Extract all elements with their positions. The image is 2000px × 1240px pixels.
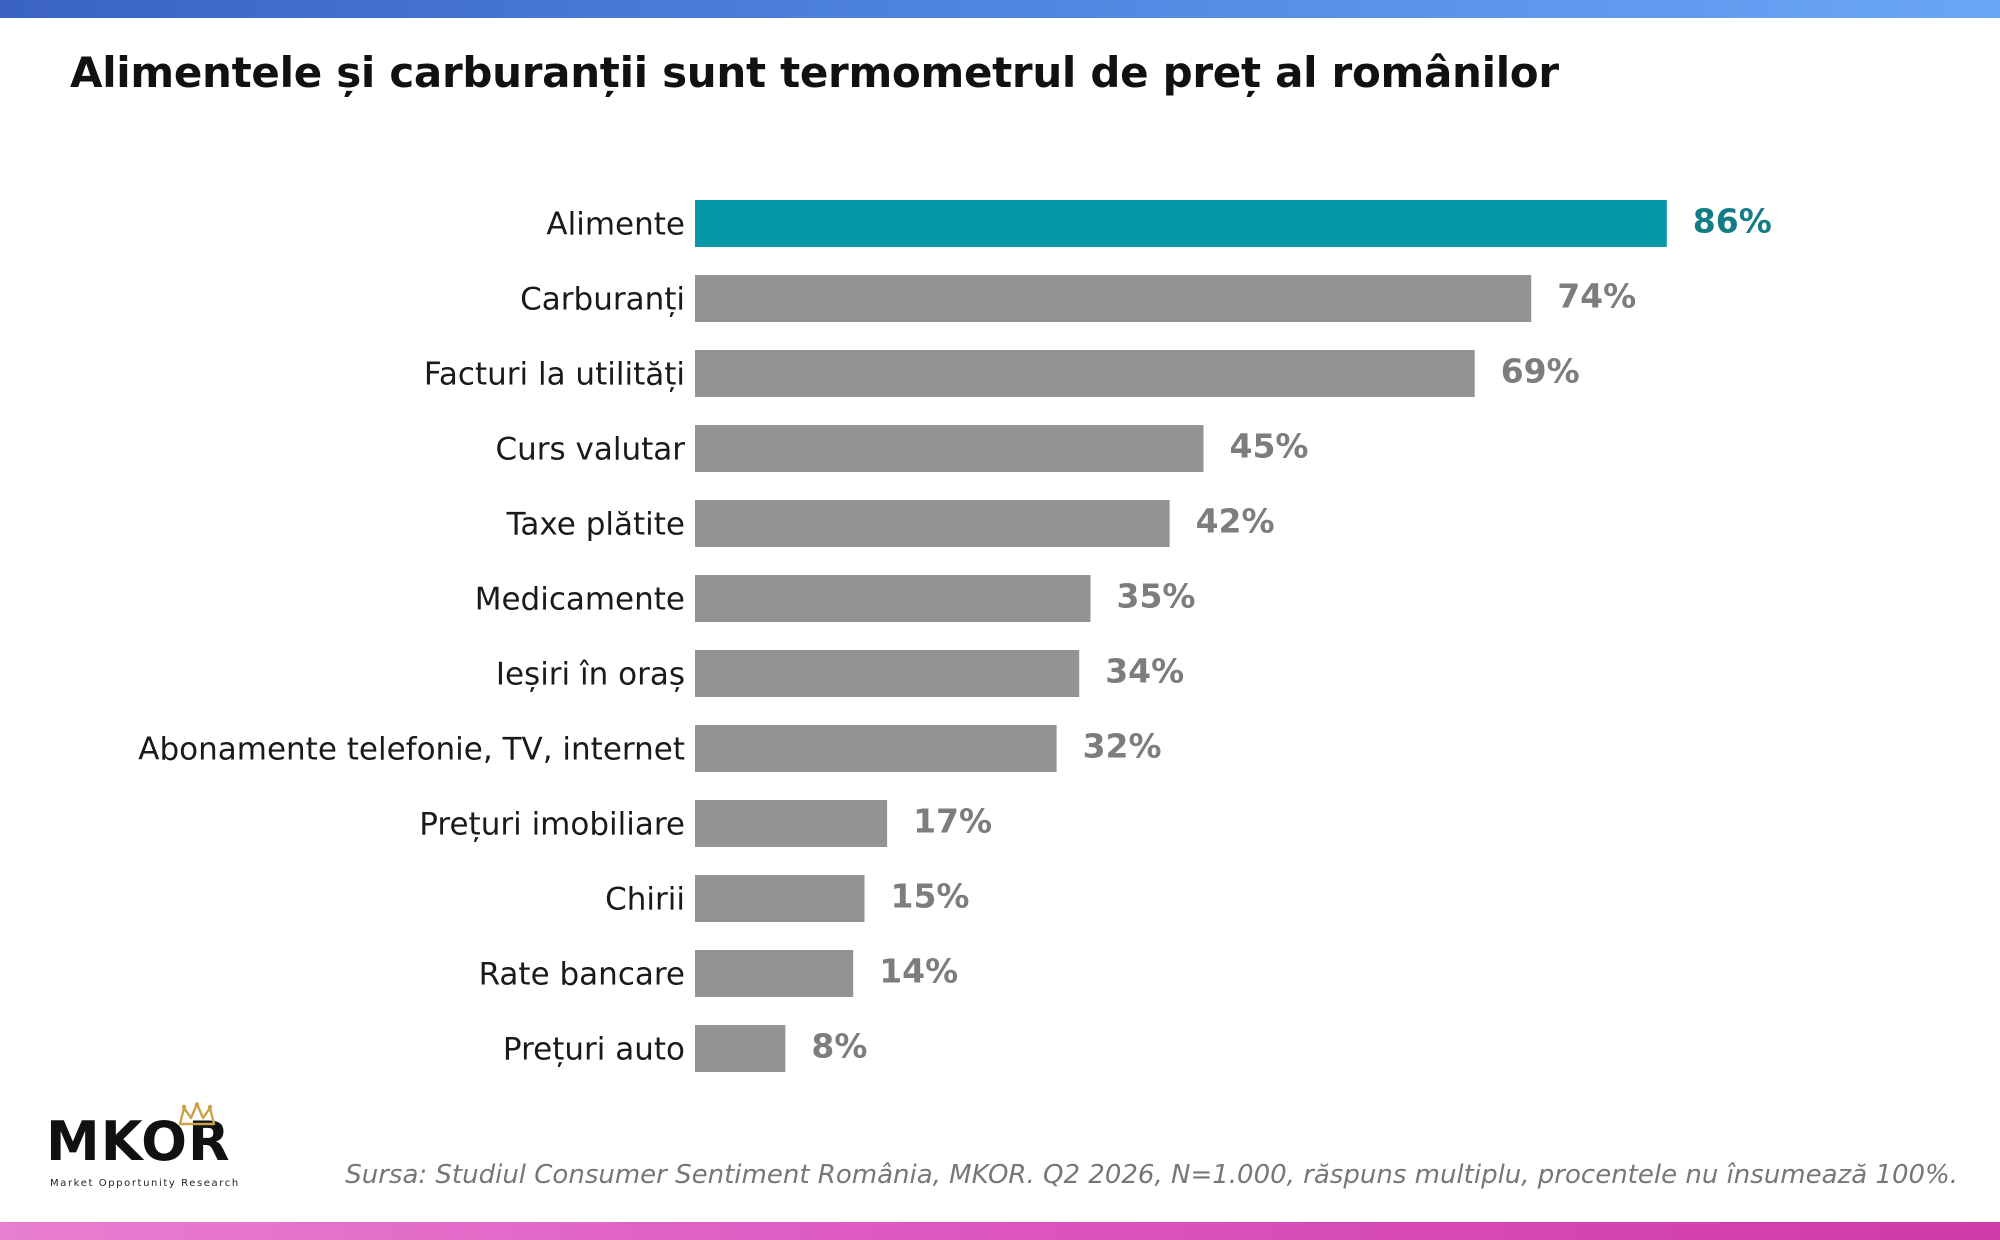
source-note: Sursa: Studiul Consumer Sentiment Români… [345,1160,1958,1190]
logo-wordmark: MKOR [46,1110,231,1173]
bar [695,575,1091,622]
bottom-accent-bar [0,1222,2000,1240]
category-label: Ieșiri în oraș [496,657,685,693]
value-label: 86% [1693,202,1772,241]
category-label: Medicamente [475,582,685,618]
value-label: 17% [913,802,992,841]
bar [695,650,1080,697]
category-label: Prețuri imobiliare [419,807,685,843]
category-label: Curs valutar [495,432,685,468]
category-label: Chirii [605,882,685,918]
bar [695,425,1204,472]
crown-icon [178,1102,216,1126]
bar-chart: Alimente 86% Carburanți 74% Facturi la utili… [138,200,1772,1072]
bar [695,875,865,922]
category-label: Taxe plătite [506,507,685,543]
category-label: Carburanți [520,282,685,318]
value-label: 14% [879,952,958,991]
bar [695,800,888,847]
bar [695,725,1057,772]
value-label: 69% [1501,352,1580,391]
category-label: Rate bancare [479,957,685,993]
value-label: 34% [1105,652,1184,691]
bar [695,500,1170,547]
bar [695,950,854,997]
value-label: 45% [1230,427,1309,466]
value-label: 15% [891,877,970,916]
mkor-logo: MKOR Market Opportunity Research [46,1102,266,1190]
value-label: 74% [1557,277,1636,316]
value-label: 42% [1196,502,1275,541]
category-label: Prețuri auto [503,1032,685,1068]
chart-title: Alimentele și carburanții sunt termometr… [70,48,1559,97]
value-label: 8% [811,1027,867,1066]
bar [695,1025,786,1072]
value-label: 32% [1083,727,1162,766]
category-label: Abonamente telefonie, TV, internet [138,732,685,768]
logo-tagline: Market Opportunity Research [50,1178,240,1189]
category-label: Alimente [546,207,685,243]
bar [695,275,1532,322]
bar [695,200,1667,247]
top-accent-bar [0,0,2000,18]
category-label: Facturi la utilități [424,357,685,393]
bar [695,350,1475,397]
value-label: 35% [1117,577,1196,616]
